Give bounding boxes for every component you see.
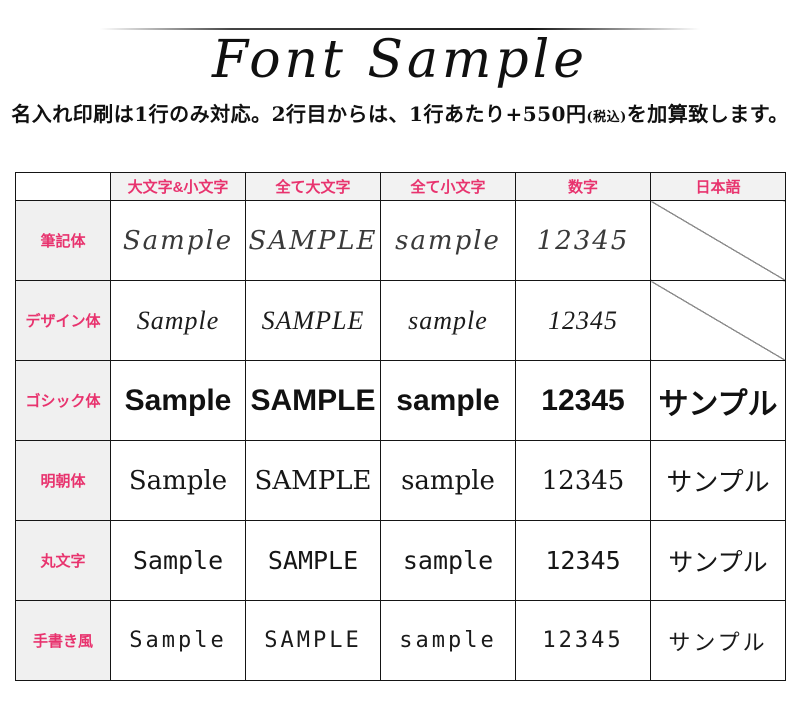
sample-cell: SAMPLE (245, 200, 381, 281)
font-row-mincho: 明朝体 Sample SAMPLE sample 12345 サンプル (15, 440, 786, 521)
sample-cell: sample (380, 200, 516, 281)
pricing-note-main: 名入れ印刷は1行のみ対応。2行目からは、1行あたり+550円 (11, 102, 587, 126)
sample-cell: Sample (110, 440, 246, 521)
sample-cell: SAMPLE (245, 520, 381, 601)
sample-cell: SAMPLE (245, 360, 381, 441)
sample-cell: sample (380, 360, 516, 441)
pricing-note-tax-label: (税込) (586, 110, 627, 125)
sample-cell: サンプル (650, 440, 786, 521)
sample-cell: 12345 (515, 200, 651, 281)
font-row-maru: 丸文字 Sample SAMPLE sample 12345 サンプル (15, 520, 786, 601)
sample-cell: sample (380, 600, 516, 681)
sample-cell: サンプル (650, 600, 786, 681)
sample-cell: Sample (110, 200, 246, 281)
pricing-note-suffix: を加算致します。 (626, 102, 789, 126)
font-row-script: 筆記体 Sample SAMPLE sample 12345 (15, 200, 786, 281)
sample-cell: 12345 (515, 600, 651, 681)
row-label: 手書き風 (15, 600, 111, 681)
sample-cell: Sample (110, 360, 246, 441)
column-header: 大文字&小文字 (110, 172, 246, 201)
sample-cell: 12345 (515, 440, 651, 521)
corner-cell (15, 172, 111, 201)
sample-cell: 12345 (515, 280, 651, 361)
column-header: 日本語 (650, 172, 786, 201)
pricing-note: 名入れ印刷は1行のみ対応。2行目からは、1行あたり+550円(税込)を加算致しま… (0, 98, 800, 127)
sample-cell: SAMPLE (245, 600, 381, 681)
not-available-cell (650, 280, 786, 361)
sample-cell: 12345 (515, 360, 651, 441)
sample-cell: sample (380, 280, 516, 361)
font-row-tegaki: 手書き風 Sample SAMPLE sample 12345 サンプル (15, 600, 786, 681)
not-available-cell (650, 200, 786, 281)
column-header: 数字 (515, 172, 651, 201)
sample-cell: Sample (110, 280, 246, 361)
sample-cell: SAMPLE (245, 440, 381, 521)
row-label: ゴシック体 (15, 360, 111, 441)
sample-cell: sample (380, 440, 516, 521)
sample-cell: サンプル (650, 360, 786, 441)
sample-cell: サンプル (650, 520, 786, 601)
sample-cell: Sample (110, 520, 246, 601)
sample-cell: Sample (110, 600, 246, 681)
sample-cell: 12345 (515, 520, 651, 601)
sample-cell: sample (380, 520, 516, 601)
font-row-design: デザイン体 Sample SAMPLE sample 12345 (15, 280, 786, 361)
row-label: デザイン体 (15, 280, 111, 361)
row-label: 丸文字 (15, 520, 111, 601)
font-sample-table: 大文字&小文字 全て大文字 全て小文字 数字 日本語 筆記体 Sample SAMPLE sa… (15, 172, 786, 681)
sample-cell: SAMPLE (245, 280, 381, 361)
page-title: Font Sample (211, 30, 589, 90)
row-label: 筆記体 (15, 200, 111, 281)
table-header-row: 大文字&小文字 全て大文字 全て小文字 数字 日本語 (15, 172, 786, 201)
column-header: 全て大文字 (245, 172, 381, 201)
font-row-gothic: ゴシック体 Sample SAMPLE sample 12345 サンプル (15, 360, 786, 441)
decorative-divider-line (100, 28, 700, 30)
row-label: 明朝体 (15, 440, 111, 521)
column-header: 全て小文字 (380, 172, 516, 201)
